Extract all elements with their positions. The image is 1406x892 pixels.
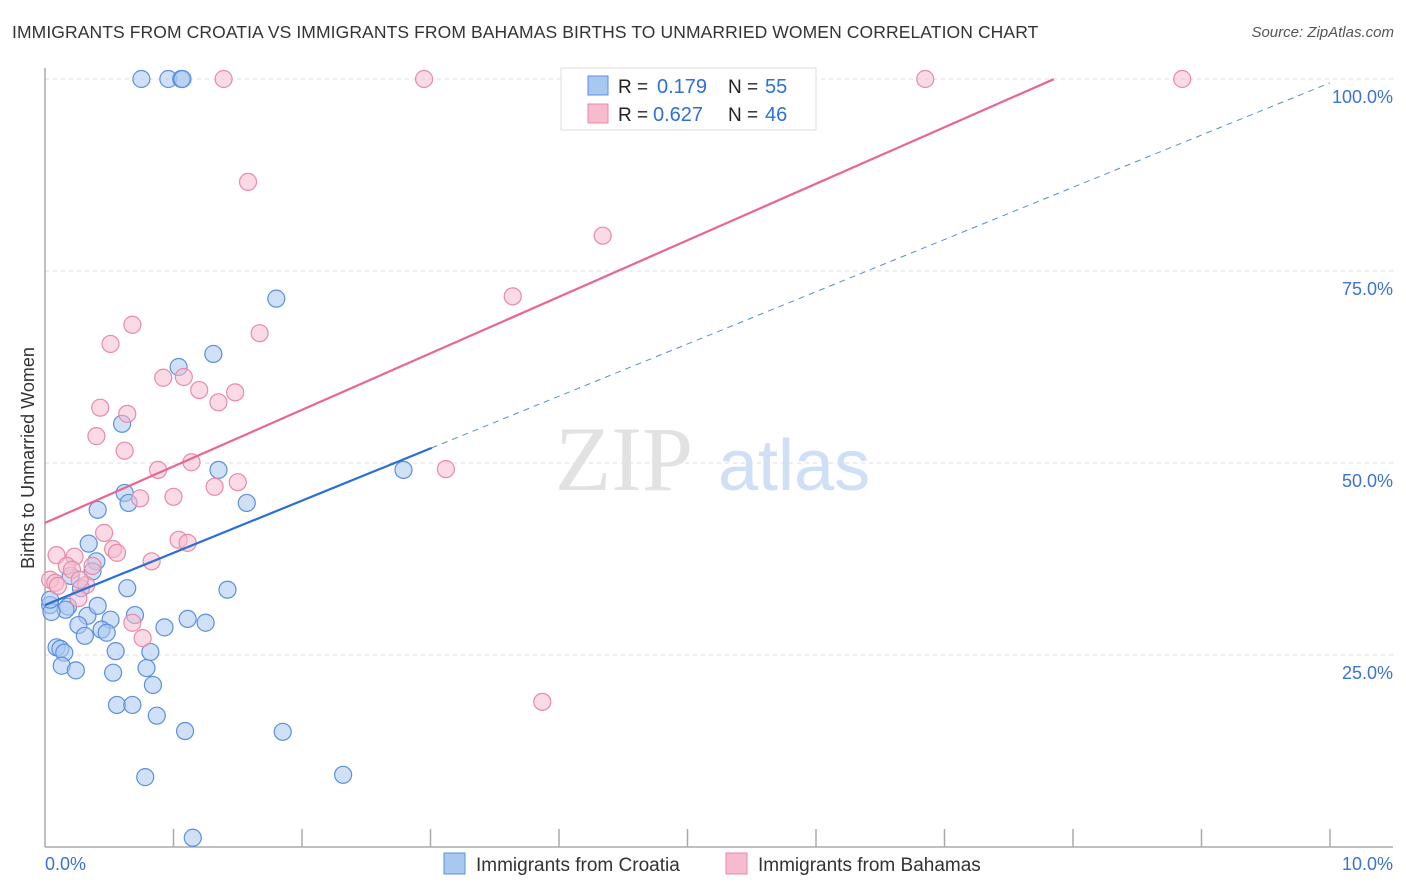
croatia-point	[178, 609, 197, 629]
croatia-point	[97, 623, 116, 642]
legend-r-value: 0.179	[657, 76, 707, 98]
bahamas-point	[1173, 69, 1192, 89]
bahamas-point	[205, 477, 224, 496]
bahamas-point	[226, 383, 245, 402]
legend-n-label: N =	[728, 77, 758, 98]
x-tick-label-max: 10.0%	[1342, 854, 1393, 874]
croatia-point	[75, 626, 94, 645]
bahamas-point	[164, 487, 183, 506]
croatia-point	[143, 675, 163, 695]
source-credit: Source: ZipAtlas.com	[1251, 24, 1394, 41]
watermark-logo: ZIP	[555, 408, 693, 510]
bahamas-point	[503, 287, 522, 306]
chart-title: IMMIGRANTS FROM CROATIA VS IMMIGRANTS FR…	[12, 22, 1039, 42]
gridlines	[45, 78, 1393, 656]
x-tick-label-min: 0.0%	[45, 854, 86, 874]
y-tick-label: 75.0%	[1342, 279, 1393, 299]
bahamas-point	[154, 368, 173, 387]
bahamas-point	[83, 556, 102, 576]
croatia-point	[237, 493, 256, 513]
croatia-point	[209, 460, 228, 480]
bahamas-point	[436, 460, 456, 479]
croatia-point	[88, 596, 107, 615]
x-ticks	[172, 829, 1331, 847]
bahamas-point	[174, 367, 193, 387]
bahamas-point	[95, 523, 114, 542]
legend-r-label: R =	[618, 77, 648, 98]
croatia-point	[132, 69, 151, 89]
bahamas-point	[130, 489, 150, 508]
y-tick-labels: 25.0% 50.0% 75.0% 100.0%	[1332, 87, 1393, 683]
croatia-point	[273, 722, 292, 741]
croatia-point	[175, 721, 195, 741]
croatia-trend-line	[44, 446, 433, 607]
bahamas-point	[228, 473, 247, 492]
stats-legend: R = 0.179 N = 55 R = 0.627 N = 46	[560, 67, 817, 131]
croatia-point	[183, 828, 202, 847]
croatia-point	[173, 69, 192, 89]
legend-swatch-croatia	[587, 75, 609, 96]
legend-n-value: 55	[765, 76, 787, 98]
y-tick-label: 50.0%	[1342, 471, 1393, 491]
bahamas-point	[209, 393, 228, 412]
bahamas-point	[123, 315, 142, 334]
legend-item-croatia[interactable]: Immigrants from Croatia	[476, 855, 680, 876]
watermark-atlas: atlas	[718, 426, 870, 506]
croatia-point	[106, 642, 125, 661]
croatia-point	[334, 765, 353, 784]
bahamas-trend-line	[44, 78, 1055, 524]
bahamas-point	[214, 69, 233, 89]
croatia-point	[107, 695, 127, 715]
bahamas-point	[70, 570, 89, 589]
croatia-point	[267, 289, 286, 308]
croatia-point	[204, 344, 223, 364]
legend-item-croatia-swatch[interactable]	[443, 852, 466, 875]
bahamas-point	[533, 692, 552, 711]
bahamas-point	[87, 427, 106, 446]
legend-n-label: N =	[728, 105, 758, 126]
legend-item-bahamas-swatch[interactable]	[725, 852, 748, 875]
y-tick-label: 100.0%	[1332, 87, 1393, 107]
series-legend: Immigrants from Croatia Immigrants from …	[443, 852, 981, 876]
bahamas-point	[107, 543, 127, 562]
croatia-point	[137, 658, 156, 678]
bahamas-point	[593, 226, 612, 245]
croatia-point	[79, 534, 98, 553]
legend-swatch-bahamas	[587, 103, 609, 124]
legend-r-value: 0.627	[653, 104, 703, 126]
trend-lines	[44, 78, 1331, 607]
croatia-point	[136, 768, 155, 787]
bahamas-point	[250, 324, 269, 343]
bahamas-point	[916, 69, 935, 89]
y-tick-label: 25.0%	[1342, 663, 1393, 683]
bahamas-point	[91, 398, 110, 417]
croatia-point	[104, 663, 123, 682]
legend-n-value: 46	[765, 104, 787, 126]
croatia-point	[123, 695, 142, 715]
croatia-point	[88, 500, 107, 519]
bahamas-point	[190, 380, 209, 400]
bahamas-point	[123, 613, 142, 632]
y-axis-label: Births to Unmarried Women	[18, 347, 38, 569]
legend-item-bahamas[interactable]: Immigrants from Bahamas	[758, 855, 981, 876]
croatia-point	[196, 613, 215, 632]
bahamas-point	[101, 334, 120, 354]
bahamas-point	[414, 69, 434, 89]
bahamas-point	[238, 172, 258, 192]
legend-r-label: R =	[618, 105, 648, 126]
bahamas-point	[133, 629, 152, 648]
croatia-point	[218, 580, 237, 599]
croatia-point	[118, 579, 137, 598]
bahamas-point	[115, 441, 134, 460]
bahamas-point	[48, 576, 67, 595]
croatia-point	[155, 618, 174, 637]
croatia-point	[147, 706, 166, 725]
croatia-point	[394, 460, 413, 480]
croatia-point	[66, 661, 85, 680]
bahamas-point	[118, 404, 137, 423]
croatia-trend-extension	[431, 82, 1331, 449]
